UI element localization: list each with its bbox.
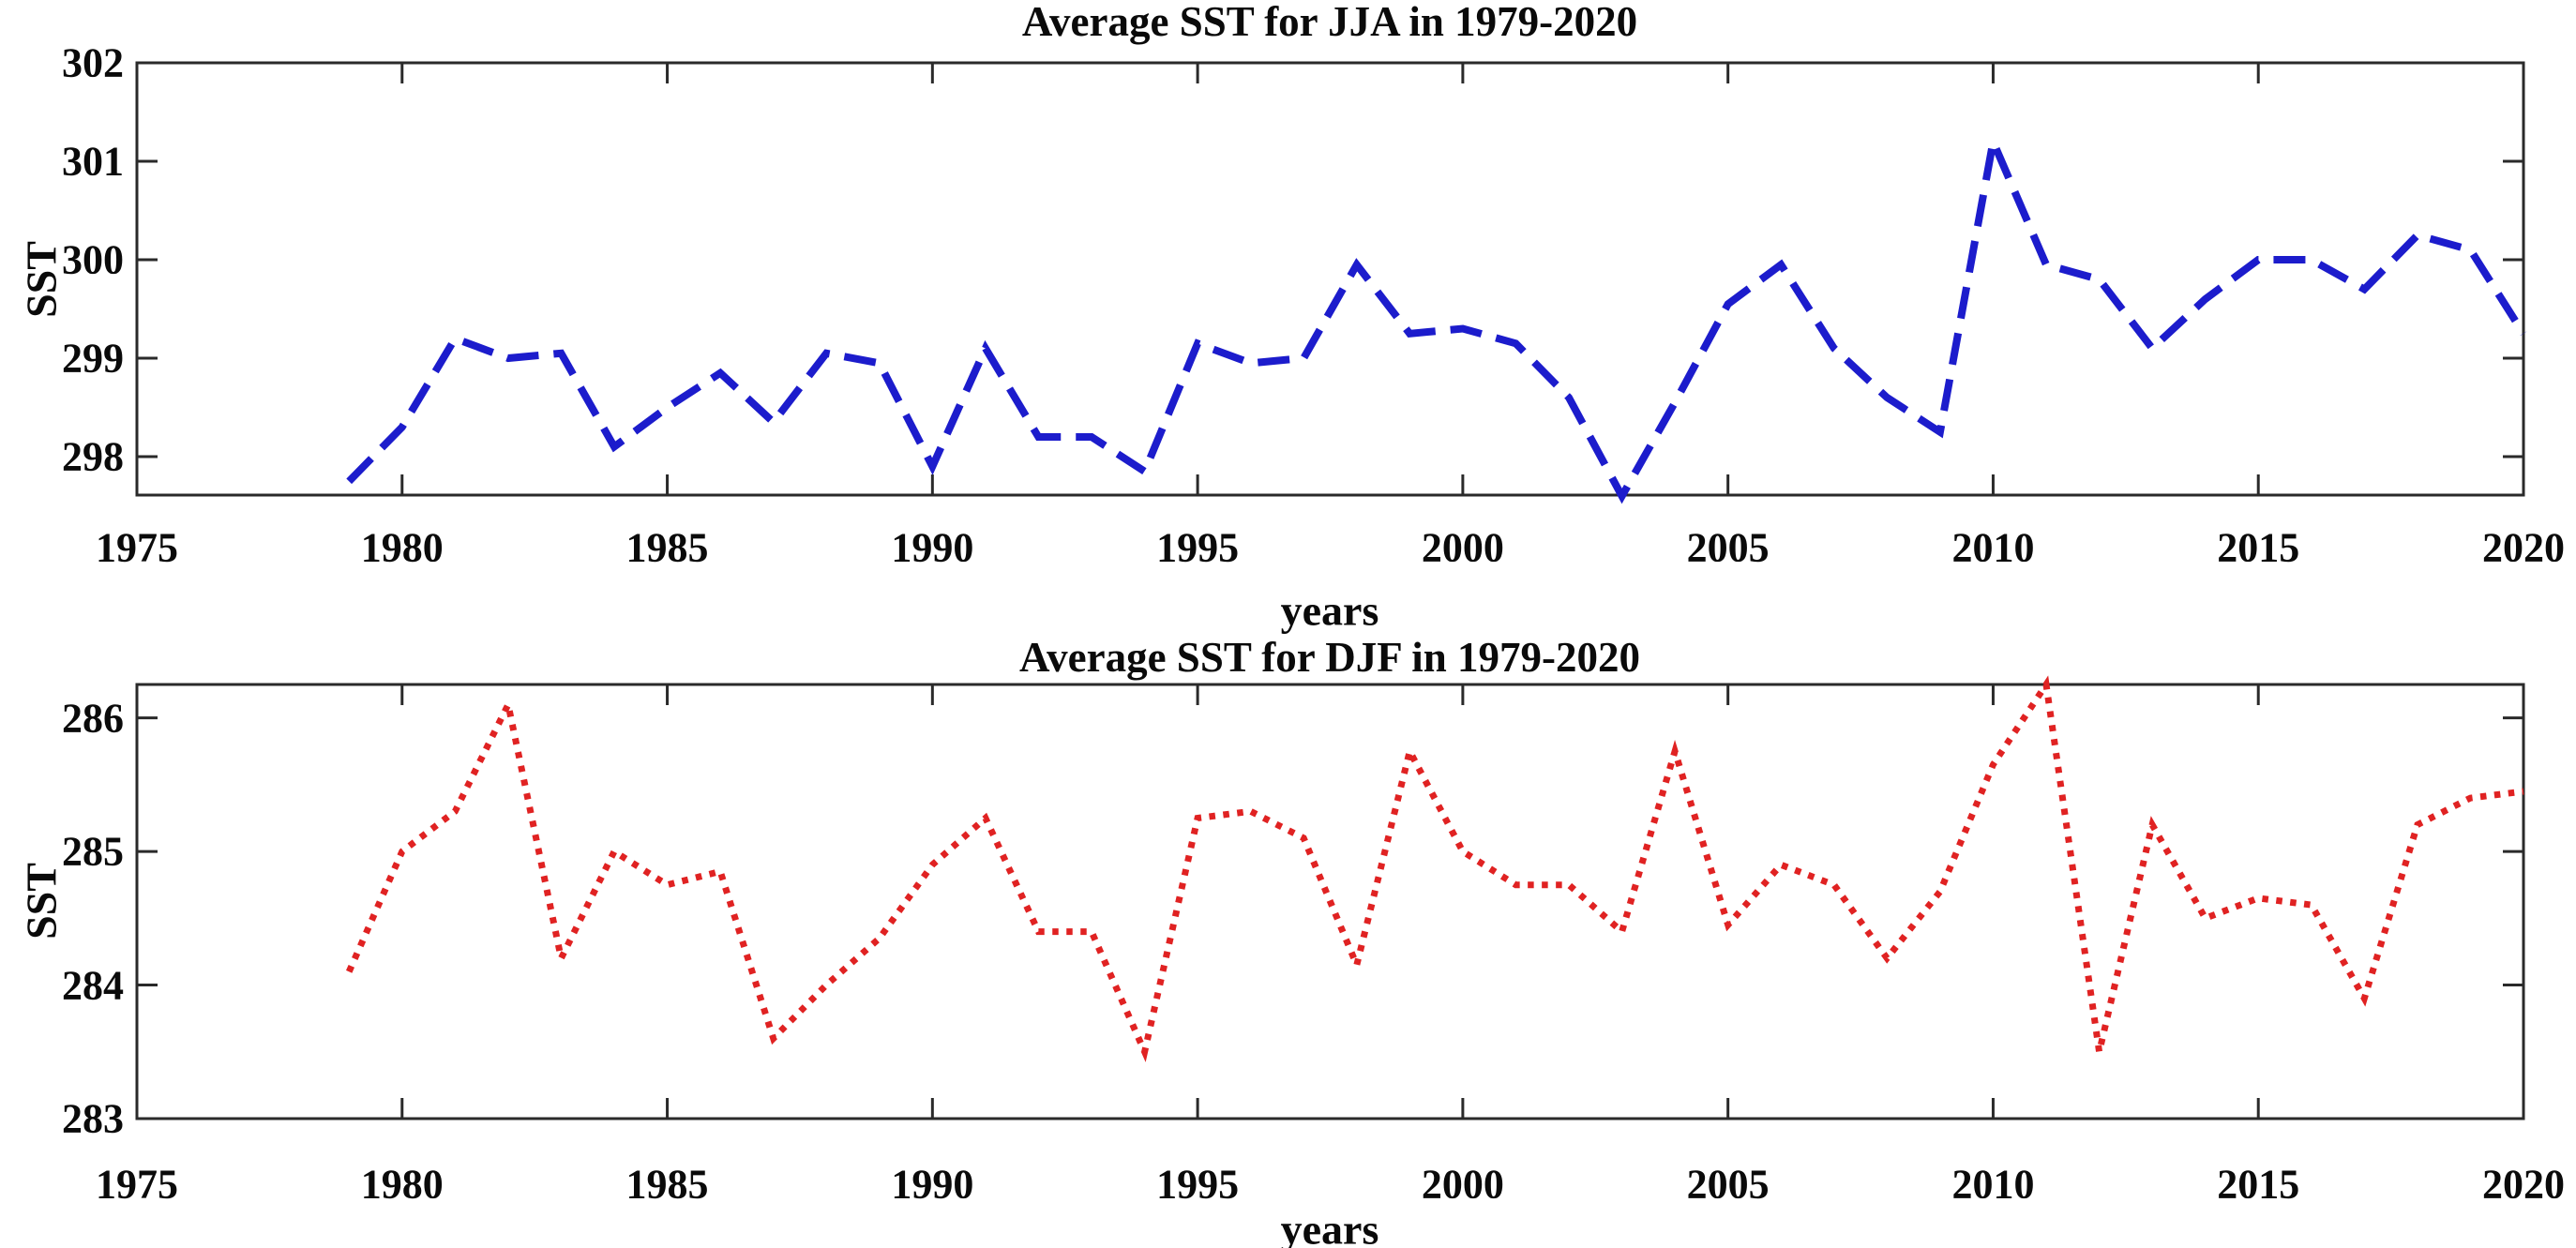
jja-xtick-label: 1980 xyxy=(360,524,444,571)
djf-series-line xyxy=(345,675,2524,1062)
jja-ytick-label: 301 xyxy=(62,138,124,185)
djf-xtick-label: 2000 xyxy=(1421,1161,1504,1208)
jja-xtick-label: 1990 xyxy=(891,524,974,571)
jja-chart-title: Average SST for JJA in 1979-2020 xyxy=(1021,0,1638,45)
jja-xtick-label: 2005 xyxy=(1686,524,1770,571)
jja-y-axis-label: SST xyxy=(17,241,66,318)
jja-ytick-label: 302 xyxy=(62,39,124,86)
djf-xtick-label: 2010 xyxy=(1951,1161,2035,1208)
jja-ytick-label: 300 xyxy=(62,236,124,283)
djf-ytick-label: 285 xyxy=(62,828,124,875)
djf-ytick-label: 286 xyxy=(62,695,124,742)
jja-xtick-label: 1995 xyxy=(1156,524,1240,571)
djf-xtick-label: 2005 xyxy=(1686,1161,1770,1208)
jja-xtick-label: 1975 xyxy=(96,524,178,571)
jja-xtick-label: 2000 xyxy=(1421,524,1504,571)
djf-axes-box xyxy=(135,683,2525,1120)
djf-xtick-label: 2020 xyxy=(2482,1161,2565,1208)
djf-xtick-label: 1975 xyxy=(96,1161,178,1208)
djf-ytick-label: 283 xyxy=(62,1095,124,1142)
djf-x-axis-label: years xyxy=(1280,1205,1379,1248)
djf-y-axis-label: SST xyxy=(17,863,66,940)
jja-xtick-label: 2010 xyxy=(1951,524,2035,571)
djf-xtick-label: 1980 xyxy=(360,1161,444,1208)
djf-ytick-label: 284 xyxy=(62,962,124,1009)
jja-xtick-label: 2020 xyxy=(2482,524,2565,571)
jja-xtick-label: 1985 xyxy=(625,524,709,571)
djf-xtick-label: 1990 xyxy=(891,1161,974,1208)
jja-ytick-label: 298 xyxy=(62,433,124,480)
jja-series-line xyxy=(346,128,2527,504)
jja-x-axis-label: years xyxy=(1280,586,1379,635)
djf-chart-title: Average SST for DJF in 1979-2020 xyxy=(1018,634,1641,681)
jja-axes-box xyxy=(135,61,2525,497)
djf-xtick-label: 1995 xyxy=(1156,1161,1240,1208)
jja-xtick-label: 2015 xyxy=(2217,524,2300,571)
jja-ytick-label: 299 xyxy=(62,335,124,382)
djf-xtick-label: 2015 xyxy=(2217,1161,2300,1208)
djf-xtick-label: 1985 xyxy=(625,1161,709,1208)
